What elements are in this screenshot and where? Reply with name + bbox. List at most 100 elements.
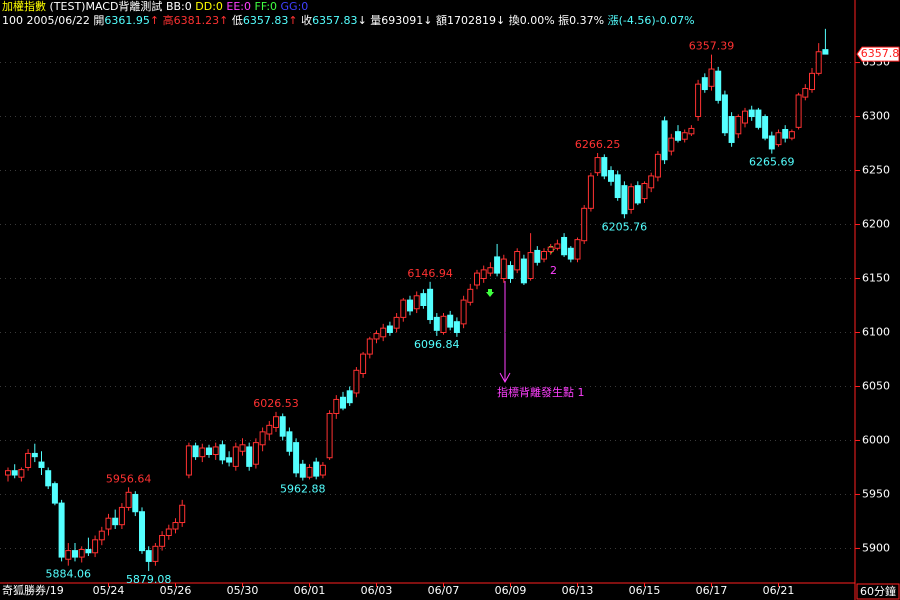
candle-body	[527, 252, 534, 280]
candle-body	[581, 207, 588, 242]
candle-body	[185, 445, 192, 476]
high-label: 6357.39	[689, 40, 735, 53]
candle-body	[78, 549, 85, 558]
candle-body	[782, 128, 789, 139]
header-arrow: ↑	[219, 14, 228, 27]
candle-body	[554, 243, 561, 249]
candle-body	[467, 288, 474, 303]
period-label: 60分鐘	[860, 584, 896, 598]
x-tick-label: 05/24	[93, 584, 125, 597]
candle-body	[648, 175, 655, 189]
candle-body	[293, 442, 300, 474]
candle-body	[715, 70, 722, 101]
candle-body	[145, 550, 152, 562]
candle-body	[594, 157, 601, 174]
y-tick-label: 6150	[862, 272, 890, 285]
candle-body	[31, 452, 38, 458]
y-tick-label: 5950	[862, 487, 890, 500]
header-low-label: 低	[232, 14, 243, 27]
x-tick-label: 06/21	[763, 584, 795, 597]
header-line-1: 加權指數 (TEST)MACD背離測試 BB:0 DD:0 EE:0 FF:0 …	[2, 0, 308, 13]
y-tick-label: 6200	[862, 218, 890, 231]
candle-body	[139, 511, 145, 552]
header-change: 漲(-4.56)-0.07%	[608, 14, 695, 27]
x-tick-label: 06/09	[495, 584, 527, 597]
candle-body	[621, 185, 628, 215]
low-label: 5879.08	[126, 573, 172, 586]
candle-body	[420, 293, 427, 306]
candle-body	[252, 442, 259, 465]
candle-body	[232, 446, 239, 467]
candle-body	[701, 77, 708, 91]
candle-body	[514, 251, 521, 271]
candle-body	[212, 446, 219, 456]
candle-body	[440, 315, 447, 333]
divergence-label: 2	[550, 264, 557, 277]
candle-body	[668, 137, 675, 152]
footer-label: 奇狐勝券/19	[2, 583, 64, 597]
x-tick-label: 05/26	[160, 584, 192, 597]
candle-body	[721, 94, 728, 134]
candle-body	[18, 469, 25, 478]
candle-body	[574, 239, 581, 260]
candle-body	[742, 110, 748, 124]
candle-body	[400, 299, 407, 318]
candle-body	[628, 186, 635, 210]
y-tick-label: 6100	[862, 325, 890, 338]
candle-body	[360, 353, 367, 375]
candle-body	[614, 174, 621, 199]
candle-body	[795, 94, 802, 128]
header-arrow: ↓	[423, 14, 432, 27]
candle-body	[775, 132, 782, 146]
header-param: FF:0	[255, 0, 278, 13]
candle-body	[407, 299, 413, 312]
header-indicator: (TEST)MACD背離測試	[50, 0, 163, 13]
header-amount: 額1702819	[436, 14, 496, 27]
y-tick-label: 6250	[862, 164, 890, 177]
candle-body	[695, 83, 702, 118]
candle-body	[340, 396, 346, 409]
header-close-label: 收	[301, 13, 312, 27]
candle-body	[286, 431, 293, 452]
candle-body	[755, 109, 762, 128]
header-param: GG:0	[281, 0, 309, 13]
candle-body	[25, 452, 32, 468]
last-price-box	[856, 46, 900, 62]
candle-body	[386, 325, 393, 333]
candle-body	[98, 530, 105, 541]
candle-body	[125, 491, 132, 508]
y-tick-label: 6050	[862, 379, 890, 392]
candle-body	[65, 550, 72, 560]
candle-body	[313, 461, 320, 477]
candle-body	[768, 135, 775, 150]
header-open: 6361.95	[104, 14, 150, 27]
candle-body	[165, 528, 172, 536]
candle-body	[199, 447, 206, 458]
header-high: 6381.23	[174, 14, 220, 27]
header-turnover: 換0.00%	[509, 14, 555, 27]
candle-body	[353, 369, 360, 394]
candle-body	[413, 295, 420, 310]
candle-body	[802, 87, 809, 98]
candle-body	[192, 445, 199, 458]
header-high-label: 高	[163, 13, 174, 27]
header-count: 100	[2, 14, 23, 27]
candle-body	[85, 549, 92, 554]
candle-body	[748, 109, 755, 118]
candle-body	[822, 49, 829, 55]
candle-body	[172, 522, 179, 530]
header-date: 2005/06/22	[27, 14, 90, 27]
candle-body	[273, 416, 279, 429]
candle-body	[681, 132, 688, 140]
x-tick-label: 06/17	[696, 584, 728, 597]
y-tick-label: 5900	[862, 541, 890, 554]
candle-body	[259, 431, 266, 446]
candle-body	[219, 444, 226, 461]
candle-body	[708, 68, 715, 87]
header-title: 加權指數	[2, 0, 46, 13]
candle-body	[239, 444, 246, 452]
candle-body	[641, 182, 648, 200]
candle-body	[480, 269, 487, 280]
